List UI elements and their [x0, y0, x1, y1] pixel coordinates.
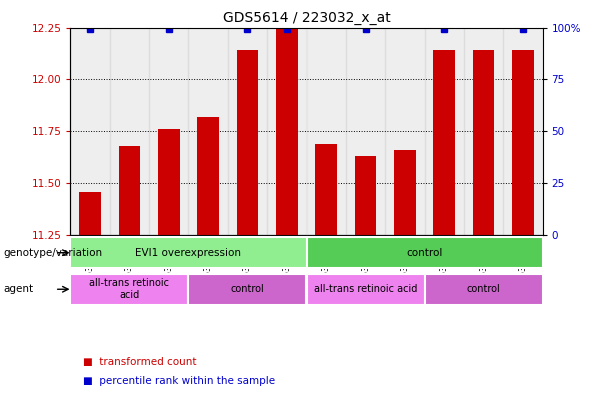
Text: control: control — [230, 284, 264, 294]
Bar — [346, 28, 385, 235]
Bar — [306, 274, 424, 305]
Bar — [70, 237, 306, 268]
Bar — [464, 28, 503, 235]
Bar — [119, 146, 140, 235]
Bar — [424, 274, 543, 305]
Bar — [306, 28, 346, 235]
Bar — [512, 50, 534, 235]
Bar — [394, 150, 416, 235]
Bar — [276, 28, 298, 235]
Bar — [267, 28, 306, 235]
Bar — [149, 28, 189, 235]
Text: ■  percentile rank within the sample: ■ percentile rank within the sample — [83, 376, 275, 386]
Bar — [189, 28, 228, 235]
Bar — [70, 274, 189, 305]
Bar — [385, 28, 424, 235]
Text: genotype/variation: genotype/variation — [3, 248, 102, 258]
Title: GDS5614 / 223032_x_at: GDS5614 / 223032_x_at — [223, 11, 390, 25]
Text: control: control — [466, 284, 500, 294]
Text: all-trans retinoic acid: all-trans retinoic acid — [314, 284, 417, 294]
Bar — [306, 237, 543, 268]
Text: control: control — [406, 248, 443, 258]
Bar — [110, 28, 149, 235]
Bar — [503, 28, 543, 235]
Text: EVI1 overexpression: EVI1 overexpression — [135, 248, 242, 258]
Bar — [424, 28, 464, 235]
Bar — [158, 129, 180, 235]
Bar — [355, 156, 376, 235]
Text: agent: agent — [3, 284, 33, 294]
Bar — [197, 117, 219, 235]
Text: ■  transformed count: ■ transformed count — [83, 356, 196, 367]
Bar — [70, 28, 110, 235]
Bar — [473, 50, 494, 235]
Bar — [433, 50, 455, 235]
Bar — [315, 144, 337, 235]
Text: all-trans retinoic
acid: all-trans retinoic acid — [89, 279, 170, 300]
Bar — [228, 28, 267, 235]
Bar — [79, 192, 101, 235]
Bar — [237, 50, 258, 235]
Bar — [189, 274, 306, 305]
